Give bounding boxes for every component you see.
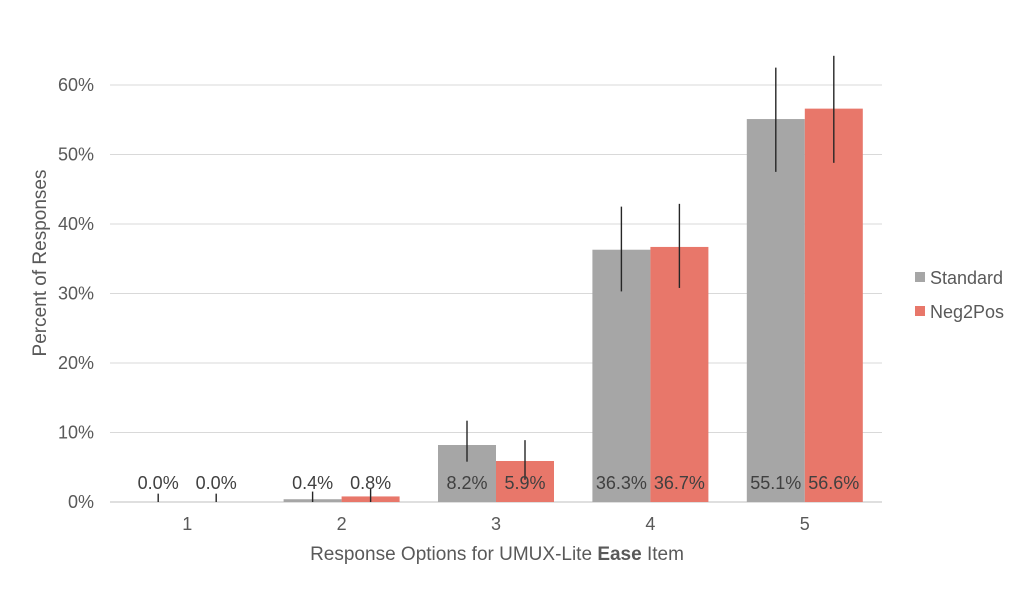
x-axis-title-part: Response Options for UMUX-Lite (310, 544, 597, 565)
y-tick-label: 10% (58, 423, 94, 443)
bar-neg2pos-4 (650, 246, 709, 502)
data-labels: 0.0% 0.4% 8.2% 36.3% 55.1% 0.0% 0.8% 5.9% 36.7% 5… (138, 473, 860, 493)
data-label: 56.6% (808, 473, 859, 493)
y-tick-label: 30% (58, 284, 94, 304)
axis-ticks: 0% 10% 20% 30% 40% 50% 60% 1 2 3 4 5 (58, 75, 810, 534)
y-tick-label: 40% (58, 214, 94, 234)
x-axis-title-emphasis: Ease (597, 544, 641, 565)
y-tick-label: 0% (68, 492, 94, 512)
data-label: 36.3% (596, 473, 647, 493)
error-bars (157, 55, 835, 502)
legend-swatch-standard (915, 272, 925, 282)
x-tick-label: 4 (645, 514, 655, 534)
bar-standard-4 (592, 249, 651, 502)
y-tick-label: 20% (58, 353, 94, 373)
x-tick-label: 2 (337, 514, 347, 534)
bar-neg2pos-5 (804, 108, 863, 502)
data-label: 0.0% (196, 473, 237, 493)
x-tick-label: 3 (491, 514, 501, 534)
legend: Standard Neg2Pos (915, 268, 1004, 322)
data-label: 0.4% (292, 473, 333, 493)
data-label: 0.8% (350, 473, 391, 493)
x-tick-label: 5 (800, 514, 810, 534)
data-label: 55.1% (750, 473, 801, 493)
y-tick-label: 60% (58, 75, 94, 95)
legend-label-neg2pos: Neg2Pos (930, 302, 1004, 322)
x-axis-title-part: Item (642, 544, 684, 565)
x-tick-label: 1 (182, 514, 192, 534)
gridlines (110, 84, 882, 503)
data-label: 0.0% (138, 473, 179, 493)
y-tick-label: 50% (58, 145, 94, 165)
data-label: 5.9% (504, 473, 545, 493)
y-axis-title: Percent of Responses (30, 170, 51, 357)
legend-label-standard: Standard (930, 268, 1003, 288)
legend-swatch-neg2pos (915, 306, 925, 316)
bars (283, 108, 863, 503)
data-label: 8.2% (446, 473, 487, 493)
x-axis-title: Response Options for UMUX-Lite Ease Item (310, 544, 684, 565)
bar-standard-5 (746, 119, 805, 503)
data-label: 36.7% (654, 473, 705, 493)
